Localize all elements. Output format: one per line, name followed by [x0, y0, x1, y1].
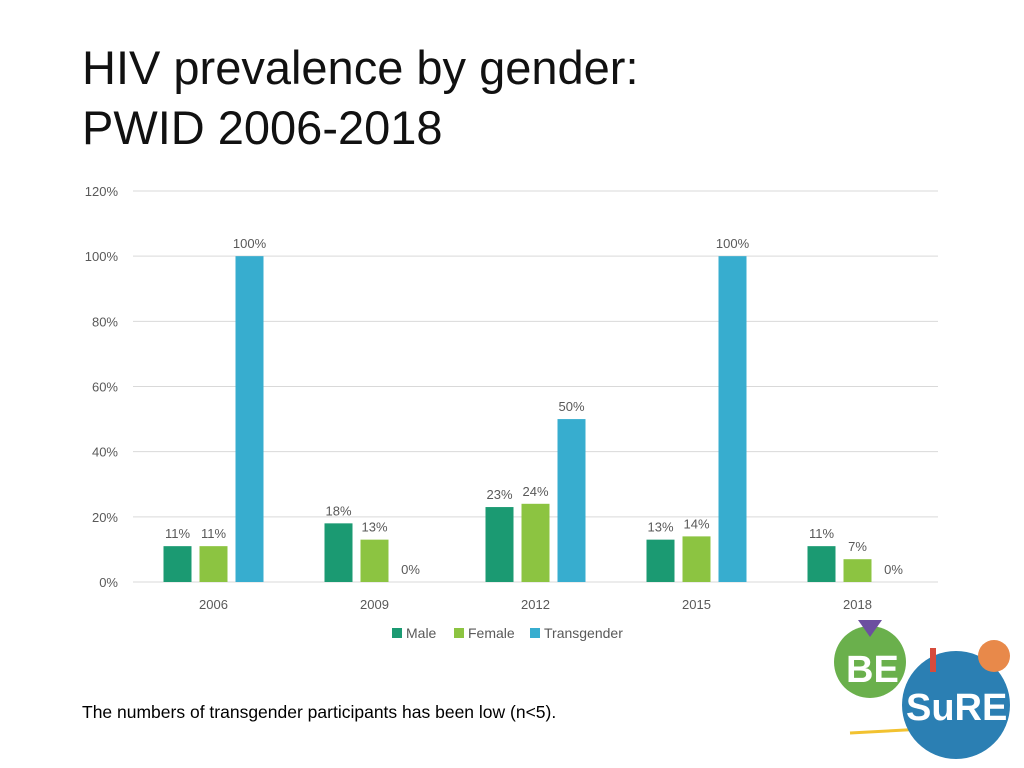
- logo-triangle-purple: [858, 620, 882, 637]
- logo-circle-green: [834, 626, 906, 698]
- y-tick-label: 0%: [99, 575, 118, 590]
- slide-title: HIV prevalence by gender: PWID 2006-2018: [82, 38, 639, 158]
- x-tick-label: 2009: [360, 597, 389, 612]
- data-label-transgender-2015: 100%: [716, 236, 750, 251]
- footnote: The numbers of transgender participants …: [82, 702, 557, 722]
- x-tick-label: 2018: [843, 597, 872, 612]
- legend-swatch-female: [454, 628, 464, 638]
- y-tick-label: 60%: [92, 380, 118, 395]
- logo-dot-orange: [978, 640, 1010, 672]
- besure-logo: BE SuRE: [834, 620, 1010, 759]
- bar-chart: 0% 20% 40% 60% 80% 100% 120% 11% 11% 100% 18% 13% 0…: [85, 184, 938, 641]
- data-label-female-2018: 7%: [848, 539, 867, 554]
- data-label-male-2009: 18%: [325, 503, 351, 518]
- logo-accent-bar-red: [930, 648, 936, 672]
- data-label-transgender-2018: 0%: [884, 562, 903, 577]
- y-tick-label: 80%: [92, 314, 118, 329]
- data-label-transgender-2012: 50%: [558, 399, 584, 414]
- data-label-female-2009: 13%: [361, 520, 387, 535]
- y-tick-label: 40%: [92, 445, 118, 460]
- data-label-female-2015: 14%: [683, 516, 709, 531]
- legend-label-transgender: Transgender: [544, 625, 623, 641]
- bar-male-2015: [646, 539, 675, 582]
- y-axis-tick-labels: 0% 20% 40% 60% 80% 100% 120%: [85, 184, 119, 590]
- x-axis-tick-labels: 2006 2009 2012 2015 2018: [199, 597, 872, 612]
- logo-sure-text: SuRE: [906, 687, 1007, 729]
- legend-swatch-male: [392, 628, 402, 638]
- data-label-transgender-2006: 100%: [233, 236, 267, 251]
- bar-transgender-2015: [718, 256, 747, 582]
- y-tick-label: 100%: [85, 249, 119, 264]
- y-tick-label: 120%: [85, 184, 119, 199]
- bar-female-2009: [360, 539, 389, 582]
- y-tick-label: 20%: [92, 510, 118, 525]
- bar-male-2009: [324, 523, 353, 582]
- x-tick-label: 2006: [199, 597, 228, 612]
- slide-title-line-2: PWID 2006-2018: [82, 101, 443, 154]
- logo-circle-blue: [902, 651, 1010, 759]
- gridlines: [133, 190, 938, 583]
- bar-male-2006: [163, 546, 192, 582]
- legend-swatch-transgender: [530, 628, 540, 638]
- bar-female-2012: [521, 503, 550, 582]
- slide-title-line-1: HIV prevalence by gender:: [82, 41, 639, 94]
- bar-female-2018: [843, 559, 872, 582]
- bars: [163, 256, 872, 582]
- data-label-female-2012: 24%: [522, 484, 548, 499]
- bar-transgender-2012: [557, 419, 586, 582]
- data-label-female-2006: 11%: [201, 526, 226, 541]
- bar-male-2012: [485, 507, 514, 582]
- data-label-transgender-2009: 0%: [401, 562, 420, 577]
- bar-female-2006: [199, 546, 228, 582]
- x-tick-label: 2012: [521, 597, 550, 612]
- data-label-male-2006: 11%: [165, 526, 190, 541]
- legend-label-male: Male: [406, 625, 437, 641]
- legend: Male Female Transgender: [392, 625, 623, 641]
- logo-be-text: BE: [846, 649, 899, 691]
- data-label-male-2015: 13%: [647, 520, 673, 535]
- data-label-male-2018: 11%: [809, 526, 834, 541]
- data-label-male-2012: 23%: [486, 487, 512, 502]
- bar-female-2015: [682, 536, 711, 582]
- bar-transgender-2006: [235, 256, 264, 582]
- data-labels: 11% 11% 100% 18% 13% 0% 23% 24% 50% 13% 14% 100% 11%…: [165, 236, 903, 577]
- bar-male-2018: [807, 546, 836, 582]
- legend-label-female: Female: [468, 625, 515, 641]
- x-tick-label: 2015: [682, 597, 711, 612]
